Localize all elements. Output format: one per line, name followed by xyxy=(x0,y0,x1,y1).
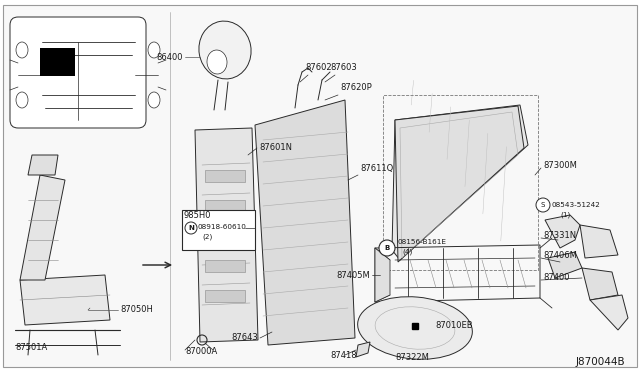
Bar xyxy=(205,200,245,212)
Text: 87010EB: 87010EB xyxy=(435,321,472,330)
Polygon shape xyxy=(20,275,110,325)
Bar xyxy=(205,290,245,302)
Polygon shape xyxy=(255,100,355,345)
FancyBboxPatch shape xyxy=(10,17,146,128)
Bar xyxy=(383,95,538,270)
Text: 87418: 87418 xyxy=(330,350,356,359)
Polygon shape xyxy=(356,342,370,357)
Polygon shape xyxy=(392,105,528,260)
Polygon shape xyxy=(590,295,628,330)
Text: 87405M: 87405M xyxy=(336,270,370,279)
Ellipse shape xyxy=(148,92,160,108)
Circle shape xyxy=(185,222,197,234)
Text: N: N xyxy=(188,225,194,231)
Ellipse shape xyxy=(16,92,28,108)
Text: 87400: 87400 xyxy=(543,273,570,282)
Polygon shape xyxy=(20,175,65,280)
Text: (1): (1) xyxy=(560,212,570,218)
Text: 87601N: 87601N xyxy=(259,144,292,153)
Circle shape xyxy=(379,240,395,256)
Polygon shape xyxy=(548,252,582,278)
Text: 87322M: 87322M xyxy=(395,353,429,362)
Ellipse shape xyxy=(16,42,28,58)
Text: 87602: 87602 xyxy=(305,64,332,73)
Text: 86400: 86400 xyxy=(157,52,183,61)
Text: 87300M: 87300M xyxy=(543,160,577,170)
Bar xyxy=(205,170,245,182)
Ellipse shape xyxy=(199,21,251,79)
Text: 08918-60610: 08918-60610 xyxy=(198,224,247,230)
Text: (2): (2) xyxy=(202,234,212,240)
Polygon shape xyxy=(582,268,618,300)
Polygon shape xyxy=(28,155,58,175)
Text: 87643: 87643 xyxy=(231,334,258,343)
Text: B: B xyxy=(385,245,390,251)
Text: S: S xyxy=(541,202,545,208)
Bar xyxy=(205,230,245,242)
Ellipse shape xyxy=(358,297,472,359)
Ellipse shape xyxy=(148,42,160,58)
Text: J870044B: J870044B xyxy=(575,357,625,367)
Text: 87611Q: 87611Q xyxy=(360,164,393,173)
Text: 08543-51242: 08543-51242 xyxy=(552,202,601,208)
Polygon shape xyxy=(545,215,580,248)
Bar xyxy=(205,260,245,272)
Bar xyxy=(40,48,75,76)
Text: 87331N: 87331N xyxy=(543,231,576,240)
Text: 985H0: 985H0 xyxy=(183,211,211,219)
Text: 87603: 87603 xyxy=(330,64,356,73)
Text: 87000A: 87000A xyxy=(185,347,217,356)
Polygon shape xyxy=(195,128,258,342)
Text: 87620P: 87620P xyxy=(340,83,372,93)
Text: (4): (4) xyxy=(402,249,412,255)
Text: 08156-B161E: 08156-B161E xyxy=(398,239,447,245)
Polygon shape xyxy=(375,248,390,302)
Text: 87406M: 87406M xyxy=(543,250,577,260)
Text: 87501A: 87501A xyxy=(15,343,47,353)
Bar xyxy=(182,210,255,250)
Text: 87050H: 87050H xyxy=(120,305,153,314)
Polygon shape xyxy=(580,225,618,258)
Circle shape xyxy=(536,198,550,212)
Polygon shape xyxy=(395,106,524,262)
Ellipse shape xyxy=(207,50,227,74)
